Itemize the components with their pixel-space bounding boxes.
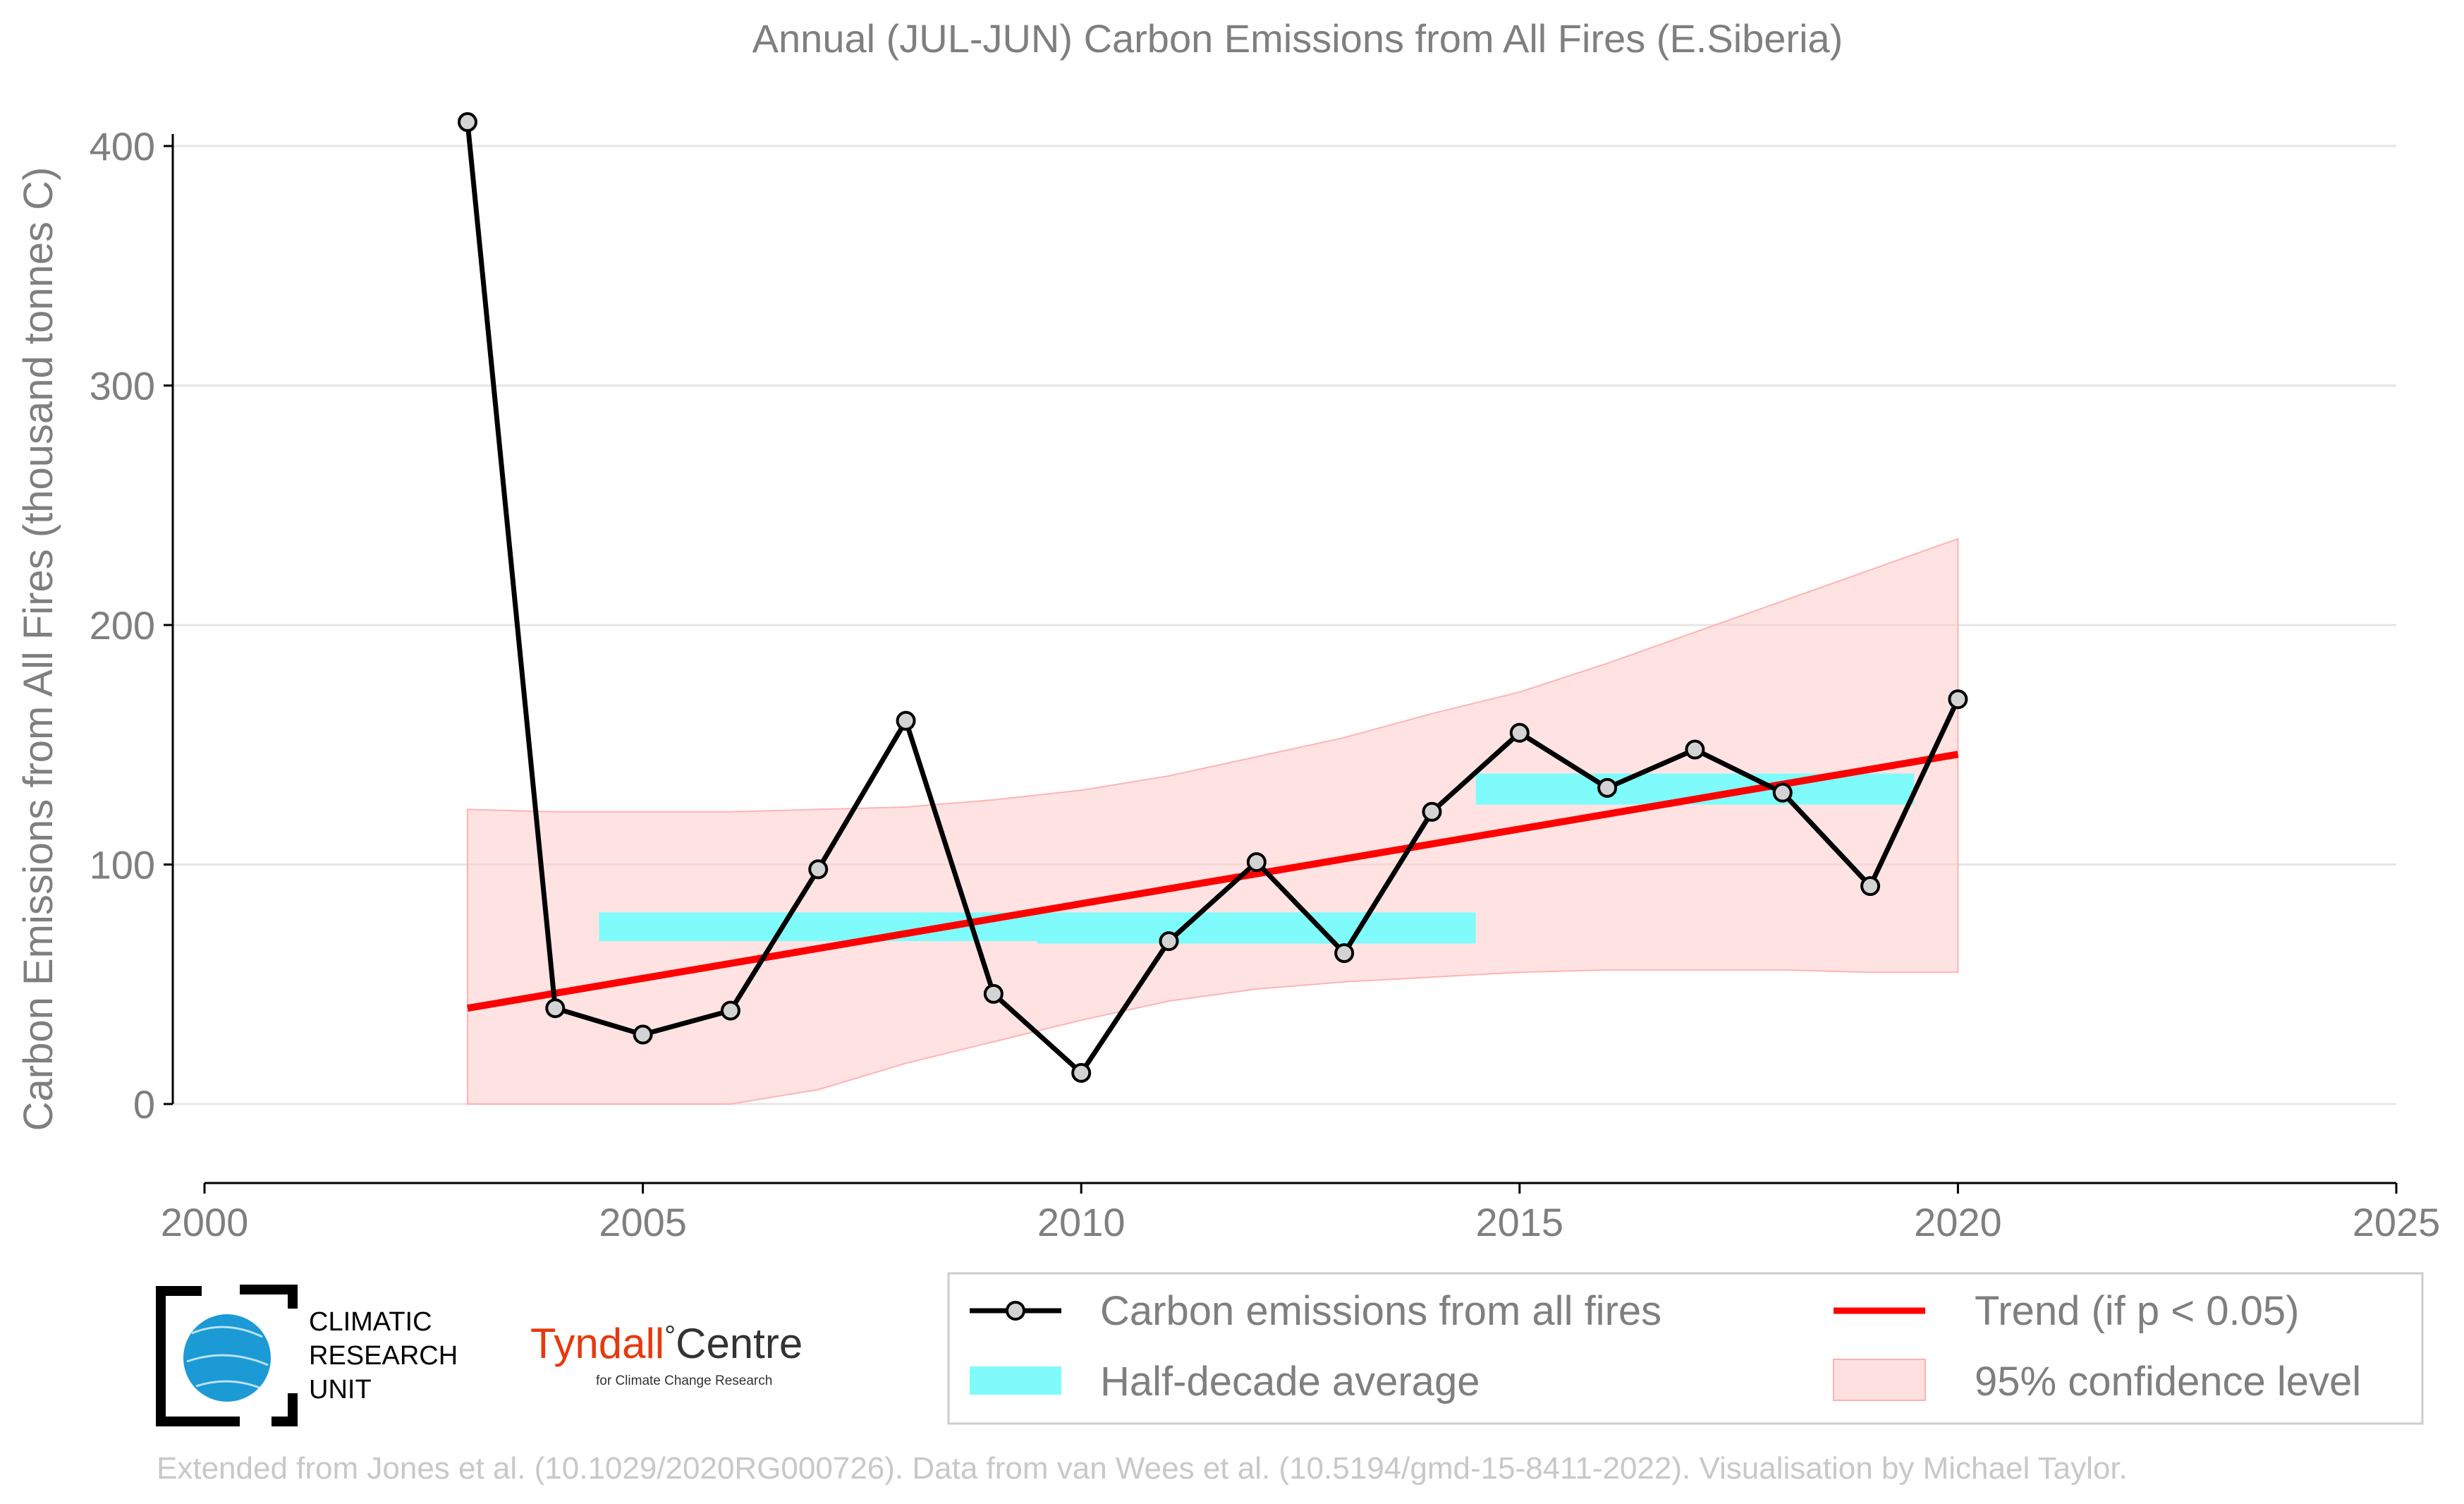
data-point-2006 [720, 1000, 740, 1021]
x-tick-label-2000: 2000 [161, 1200, 249, 1244]
tyndall-degree: ° [664, 1321, 676, 1352]
cru-text-line3: UNIT [309, 1375, 372, 1405]
y-tick-label-200: 200 [90, 603, 155, 648]
data-point-2008 [896, 710, 916, 731]
data-point-2016 [1597, 777, 1618, 798]
chart-title: Annual (JUL-JUN) Carbon Emissions from A… [752, 16, 1843, 61]
trend-line [467, 751, 1959, 1012]
data-point-2019 [1860, 876, 1881, 897]
x-tick-label-2015: 2015 [1476, 1200, 1564, 1244]
data-point-2018 [1772, 782, 1793, 803]
legend-item-confidence: 95% confidence level [1833, 1359, 2361, 1405]
data-point-2004 [545, 998, 566, 1019]
confidence-band [466, 538, 1959, 1105]
trend-line-segment [467, 751, 1959, 1012]
data-point-2012 [1246, 852, 1267, 873]
data-point-2010 [1071, 1062, 1092, 1083]
y-tick-label-400: 400 [90, 124, 155, 169]
tyndall-subtitle: for Climate Change Research [596, 1373, 772, 1388]
credit-line: Extended from Jones et al. (10.1029/2020… [157, 1451, 2128, 1486]
legend-label-half-decade: Half-decade average [1100, 1359, 1480, 1405]
emissions-series [457, 112, 1968, 1083]
tyndall-logo-wordmark: Tyndall°Centre [530, 1320, 803, 1367]
x-tick-label-2010: 2010 [1037, 1200, 1126, 1244]
data-point-2005 [633, 1024, 653, 1045]
y-tick-label-300: 300 [90, 364, 155, 408]
x-tick-label-2005: 2005 [599, 1200, 687, 1244]
legend-label-trend: Trend (if p < 0.05) [1975, 1288, 2299, 1334]
emissions-line [465, 121, 1960, 1076]
cru-logo-bracket-right-low [272, 1393, 298, 1426]
x-tick-label-2020: 2020 [1914, 1200, 2002, 1244]
data-point-2011 [1159, 931, 1179, 952]
cru-globe-icon [183, 1314, 271, 1402]
data-point-2009 [983, 983, 1004, 1004]
legend-frame [947, 1272, 2424, 1425]
tyndall-logo: Tyndall°Centre for Climate Change Resear… [530, 1320, 803, 1388]
data-point-2013 [1334, 943, 1355, 964]
legend-item-emissions: Carbon emissions from all fires [970, 1288, 1661, 1334]
legend-swatch-confidence [1833, 1359, 1926, 1401]
data-point-2007 [808, 859, 829, 880]
cru-text-line1: CLIMATIC [309, 1307, 432, 1337]
legend-label-confidence: 95% confidence level [1975, 1359, 2361, 1405]
confidence-band-area [466, 538, 1959, 1105]
x-tick-label-2025: 2025 [2353, 1200, 2441, 1244]
legend-swatch-half-decade [970, 1366, 1061, 1395]
cru-globe-lines [186, 1326, 269, 1390]
data-point-2020 [1948, 689, 1968, 710]
legend-item-half-decade: Half-decade average [970, 1359, 1480, 1405]
data-point-2014 [1422, 801, 1442, 822]
y-tick-label-100: 100 [90, 843, 155, 887]
tyndall-centre: Centre [676, 1320, 803, 1367]
y-tick-label-0: 0 [133, 1082, 155, 1127]
legend-label-emissions: Carbon emissions from all fires [1100, 1288, 1661, 1334]
cru-logo-bracket-left [156, 1286, 240, 1426]
data-point-2003 [457, 112, 477, 133]
data-point-2015 [1509, 722, 1530, 743]
legend-item-trend: Trend (if p < 0.05) [1834, 1288, 2299, 1334]
data-point-2017 [1685, 739, 1705, 760]
y-axis-label: Carbon Emissions from All Fires (thousan… [16, 167, 61, 1132]
half-decade-bar-2 [1037, 912, 1476, 944]
axes: 0 100 200 300 400 2000 2005 2010 2015 2020 2025 [90, 124, 2441, 1244]
legend: Carbon emissions from all fires Trend (i… [947, 1272, 2424, 1425]
legend-marker-emissions [1006, 1301, 1025, 1321]
cru-text-line2: RESEARCH [309, 1341, 458, 1371]
cru-logo-bracket-right [240, 1285, 298, 1309]
cru-logo: CLIMATIC RESEARCH UNIT [156, 1285, 458, 1426]
tyndall-name: Tyndall [530, 1320, 664, 1367]
